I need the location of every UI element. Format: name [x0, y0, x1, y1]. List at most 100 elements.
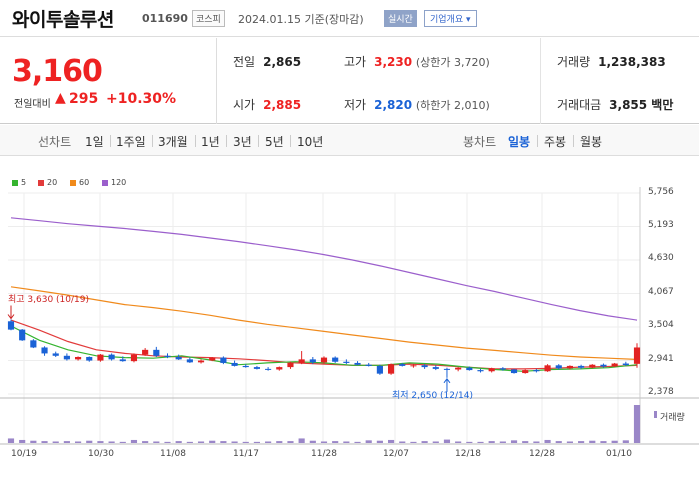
- current-price-box: 3,160 전일대비 ▲ 295 +10.30%: [0, 38, 217, 124]
- prev-close: 전일 2,865: [233, 53, 301, 70]
- candle-body: [287, 362, 294, 368]
- candle-body: [265, 368, 272, 370]
- candle-chart-title: 봉차트: [463, 135, 497, 149]
- volume-bar: [399, 441, 406, 443]
- x-tick: 12/18: [455, 449, 481, 459]
- volume-bar: [265, 441, 272, 443]
- y-tick: 3,504: [648, 320, 674, 330]
- volume-bar: [443, 439, 451, 443]
- volume-bar: [130, 439, 138, 443]
- volume-bar: [220, 441, 227, 443]
- x-tick: 10/30: [88, 449, 114, 459]
- tab-1y[interactable]: 1년: [201, 135, 220, 149]
- volume-bar: [97, 441, 104, 443]
- open-label: 시가: [233, 98, 256, 112]
- candle-body: [578, 365, 585, 368]
- realtime-button[interactable]: 실시간: [384, 10, 417, 27]
- volume-bar: [510, 440, 518, 443]
- volume-bar: [365, 440, 372, 443]
- volume-bar: [332, 441, 339, 443]
- ma20-line: [10, 319, 638, 370]
- volume-bar: [19, 439, 26, 443]
- candle-body: [566, 365, 574, 369]
- candle-body: [209, 357, 216, 361]
- volume-bar: [74, 441, 82, 443]
- volume-bar: [354, 441, 361, 443]
- volume-bar: [30, 440, 37, 443]
- candle-body: [589, 364, 596, 368]
- volume-bar: [287, 441, 294, 443]
- volume-bar: [186, 441, 193, 443]
- volume-bar: [421, 441, 428, 443]
- candle-body: [365, 364, 372, 366]
- volume-bar: [197, 441, 205, 443]
- volume-bar: [466, 441, 473, 443]
- company-overview-button[interactable]: 기업개요 ▾: [424, 10, 477, 27]
- ma120-line: [10, 217, 638, 321]
- volume-bar: [533, 441, 540, 443]
- candle-body: [332, 357, 339, 362]
- volume-legend: 거래량: [660, 413, 685, 423]
- candle-body: [142, 349, 149, 355]
- x-tick: 12/07: [383, 449, 409, 459]
- tab-separator: [258, 135, 259, 147]
- low-arrow-icon: [443, 377, 451, 392]
- x-tick: 12/28: [529, 449, 555, 459]
- volume-bar: [488, 441, 495, 443]
- y-tick: 4,067: [648, 287, 674, 297]
- prev-close-value: 2,865: [263, 55, 302, 69]
- current-price: 3,160: [12, 54, 103, 89]
- candle-body: [410, 365, 417, 367]
- tab-separator: [290, 135, 291, 147]
- volume-bar: [242, 441, 249, 443]
- legend-ma120-label: 120: [111, 178, 127, 187]
- tab-weekly[interactable]: 주봉: [544, 135, 567, 149]
- volume-bar: [7, 438, 15, 443]
- legend-ma5-label: 5: [21, 178, 27, 187]
- high-value: 3,230: [374, 55, 413, 69]
- candle-body: [555, 365, 562, 369]
- volume-bar: [566, 441, 574, 443]
- trade-amount-label: 거래대금: [557, 98, 602, 112]
- chart-canvas[interactable]: [0, 157, 699, 478]
- candle-body: [432, 367, 439, 369]
- candle-body: [611, 363, 618, 367]
- y-tick: 2,378: [648, 387, 674, 397]
- tab-5y[interactable]: 5년: [265, 135, 284, 149]
- candle-body: [276, 367, 283, 370]
- tab-separator: [195, 135, 196, 147]
- candle-body: [7, 321, 15, 330]
- stock-header: 와이투솔루션 011690 코스피 2024.01.15 기준(장마감) 실시간…: [0, 0, 699, 37]
- volume-bar: [578, 441, 585, 443]
- tab-10y[interactable]: 10년: [297, 135, 324, 149]
- high-price: 고가 3,230 (상한가 3,720): [344, 53, 490, 70]
- volume: 거래량 1,238,383: [557, 53, 666, 70]
- volume-bar: [622, 440, 629, 443]
- volume-bar: [343, 441, 350, 443]
- prev-close-label: 전일: [233, 55, 256, 69]
- tab-3y[interactable]: 3년: [233, 135, 252, 149]
- volume-bar: [387, 439, 395, 443]
- candle-body: [298, 359, 305, 363]
- tab-1w[interactable]: 1주일: [116, 135, 146, 149]
- tab-daily[interactable]: 일봉: [508, 135, 531, 149]
- low-value: 2,820: [374, 98, 413, 112]
- volume-bar: [432, 441, 439, 443]
- candle-body: [443, 368, 451, 370]
- candle-body: [533, 370, 540, 372]
- legend-ma20-label: 20: [47, 178, 58, 187]
- x-tick: 11/28: [311, 449, 337, 459]
- tab-3m[interactable]: 3개월: [158, 135, 188, 149]
- tab-separator: [110, 135, 111, 147]
- candle-body: [499, 368, 506, 370]
- volume-bar: [589, 440, 596, 443]
- volume-bar: [309, 440, 316, 443]
- volume-bar: [231, 441, 238, 443]
- tab-monthly[interactable]: 월봉: [580, 135, 603, 149]
- candle-body: [186, 359, 193, 363]
- volume-bar: [522, 441, 529, 443]
- candle-body: [153, 349, 160, 356]
- candle-body: [164, 355, 171, 357]
- tab-1d[interactable]: 1일: [85, 135, 104, 149]
- candle-body: [600, 364, 607, 367]
